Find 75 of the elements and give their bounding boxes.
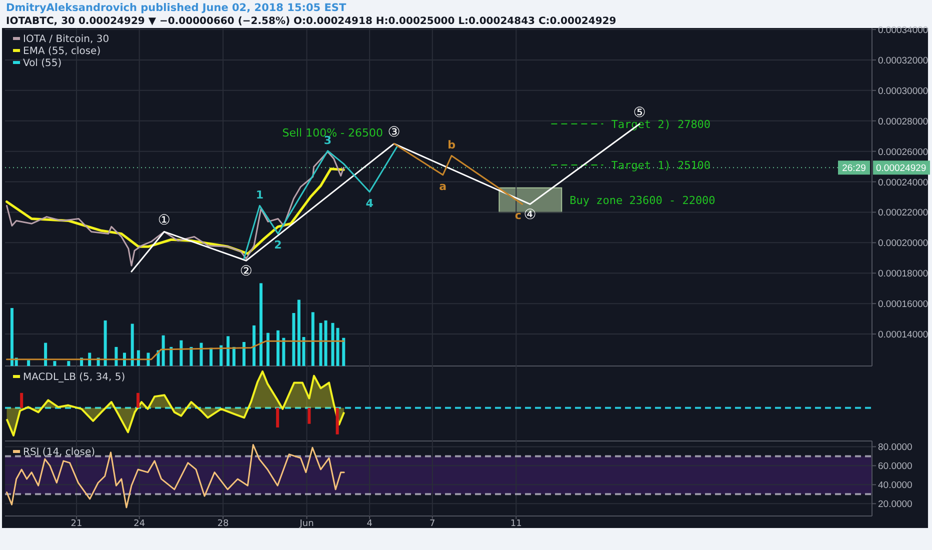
- annotation: ①: [158, 212, 170, 229]
- x-tick-label: 24: [134, 519, 146, 529]
- bar: [200, 342, 203, 366]
- annotation: a: [439, 180, 447, 193]
- annotation: ②: [240, 264, 252, 280]
- x-tick-label: 4: [366, 519, 373, 529]
- annotation: c: [514, 209, 522, 222]
- bar: [331, 322, 334, 366]
- bar: [67, 361, 70, 366]
- bar: [324, 320, 328, 366]
- legend-label: IOTA / Bitcoin, 30: [23, 34, 110, 45]
- annotation: 2: [274, 238, 282, 252]
- bar: [266, 332, 270, 366]
- bar: [162, 335, 165, 366]
- legend-label: MACDL_LB (5, 34, 5): [23, 372, 126, 383]
- y-tick-label: 0.00030000: [878, 86, 928, 97]
- bar: [282, 338, 286, 366]
- bar: [27, 360, 30, 366]
- bar: [252, 325, 256, 366]
- y-tick-label: 20.0000: [878, 499, 912, 510]
- y-tick-label: 80.0000: [878, 442, 912, 454]
- y-tick-label: 60.0000: [878, 461, 912, 472]
- bar: [104, 320, 107, 366]
- bar: [342, 338, 346, 366]
- legend-label: EMA (55, close): [23, 46, 101, 57]
- y-tick-label: 0.00022000: [878, 208, 928, 219]
- line-series: [6, 151, 344, 266]
- bar: [190, 346, 193, 366]
- y-tick-label: 0.00032000: [878, 55, 928, 66]
- x-tick-label: 7: [430, 519, 436, 529]
- legend-label: Vol (55): [23, 58, 62, 69]
- bar: [260, 283, 262, 366]
- annotation: 4: [366, 196, 374, 210]
- bar: [180, 340, 183, 366]
- bar: [336, 328, 340, 366]
- bar: [242, 342, 246, 366]
- x-tick-label: 28: [217, 519, 230, 529]
- annotation: 1: [256, 188, 264, 202]
- chart-subtitle: IOTABTC, 30 0.00024929 ▼ −0.00000660 (−2.58%) O:0.00024918 H:0.00025000 L:0.00024843 C:0.00024929: [6, 16, 616, 27]
- legend-label: RSI (14, close): [23, 447, 96, 458]
- bar: [210, 348, 213, 366]
- bar: [232, 346, 236, 366]
- y-tick-label: 0.00014000: [878, 330, 928, 341]
- bar: [311, 312, 314, 366]
- y-tick-label: 0.00034000: [878, 25, 928, 36]
- line-series: [243, 145, 398, 260]
- bar: [44, 342, 48, 366]
- chart-title: DmitryAleksandrovich published June 02, 2018 15:05 EST: [6, 2, 347, 14]
- bar: [276, 330, 280, 366]
- annotation: 26:29: [842, 163, 866, 174]
- y-tick-label: 0.00028000: [878, 116, 928, 128]
- y-tick-label: 40.0000: [878, 480, 912, 492]
- y-tick-label: 0.00018000: [878, 268, 928, 280]
- bar: [53, 361, 56, 366]
- band-label: Buy zone 23600 - 22000: [570, 194, 716, 208]
- annotation: ④: [524, 207, 536, 224]
- line-series: [6, 444, 345, 508]
- y-tick-label: 0.00016000: [878, 299, 928, 310]
- y-tick-label: 0.00020000: [878, 238, 928, 250]
- x-tick-label: Jun: [298, 519, 314, 529]
- bar: [130, 324, 134, 366]
- annotation: b: [448, 138, 456, 152]
- bar: [319, 322, 322, 366]
- y-tick-label: 0.00024000: [878, 177, 928, 188]
- x-tick-label: 11: [510, 519, 522, 529]
- bar: [170, 346, 173, 366]
- y-tick-label: 0.00026000: [878, 146, 928, 158]
- annotation: ③: [388, 124, 400, 141]
- ref-line-label: Target 1) 25100: [611, 159, 711, 172]
- bar: [114, 346, 118, 366]
- bar: [226, 336, 230, 366]
- bar: [292, 313, 296, 366]
- x-tick-label: 21: [70, 519, 82, 529]
- bar: [220, 345, 223, 366]
- ref-line-label: 0.00024929: [876, 163, 926, 174]
